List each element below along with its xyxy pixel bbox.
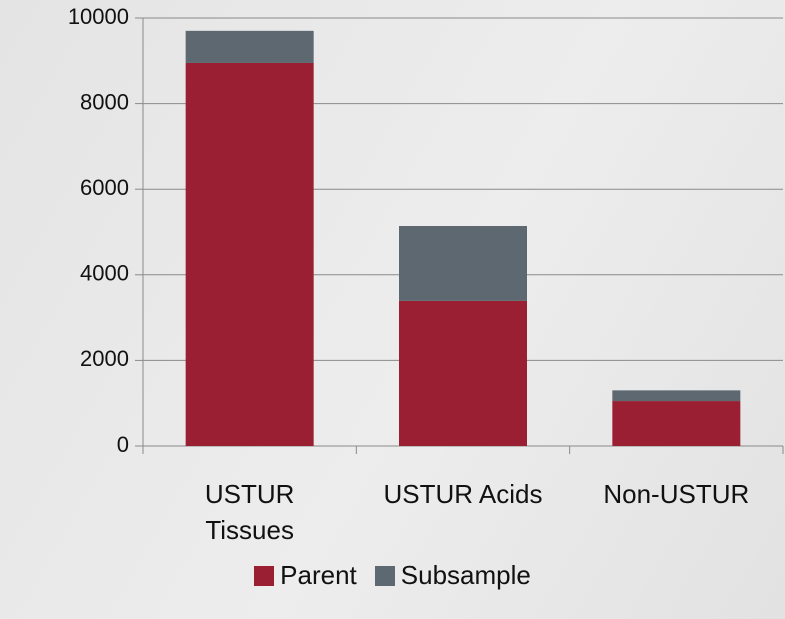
bar-segment xyxy=(612,401,741,446)
legend-label: Subsample xyxy=(400,560,531,590)
legend-swatch xyxy=(254,565,275,586)
x-tick-label: USTUR Tissues xyxy=(204,479,295,545)
y-tick-label: 8000 xyxy=(80,89,129,114)
y-tick-label: 0 xyxy=(117,432,129,457)
x-tick-label: Non-USTUR xyxy=(603,479,750,509)
legend: Parent Subsample xyxy=(0,560,785,591)
bar-segment xyxy=(399,226,527,301)
x-tick-label: USTUR Acids xyxy=(383,479,543,509)
legend-label: Parent xyxy=(280,560,357,590)
y-tick-label: 10000 xyxy=(68,4,129,29)
bar-segment xyxy=(399,300,527,446)
legend-item: Subsample xyxy=(374,560,531,591)
y-tick-label: 6000 xyxy=(80,175,129,200)
bar-segment xyxy=(185,30,314,63)
legend-swatch xyxy=(374,565,395,586)
legend-item: Parent xyxy=(254,560,357,591)
bar-segment xyxy=(612,390,741,402)
y-tick-label: 4000 xyxy=(80,261,129,286)
y-tick-label: 2000 xyxy=(80,346,129,371)
bar-segment xyxy=(185,62,314,446)
